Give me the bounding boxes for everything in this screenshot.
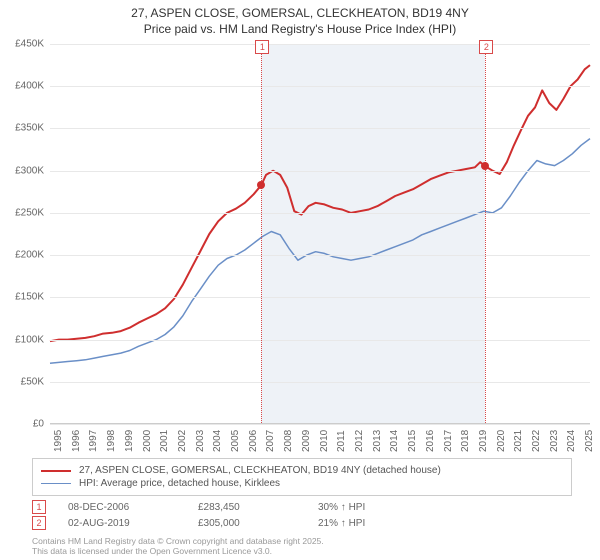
gridline-h: [50, 424, 590, 425]
events-row: 2 02-AUG-2019£305,00021% ↑ HPI: [32, 516, 572, 530]
xtick-label: 2016: [425, 430, 436, 452]
series-hpi: [50, 139, 590, 364]
xtick-label: 2002: [177, 430, 188, 452]
footer-line1: Contains HM Land Registry data © Crown c…: [32, 536, 324, 546]
xtick-label: 2011: [336, 430, 347, 452]
chart-area: £0£50K£100K£150K£200K£250K£300K£350K£400…: [50, 44, 590, 424]
event-badge: 2: [479, 40, 493, 54]
xtick-label: 1999: [124, 430, 135, 452]
events-badge: 1: [32, 500, 46, 514]
ytick-label: £350K: [0, 123, 44, 134]
footer: Contains HM Land Registry data © Crown c…: [32, 536, 324, 556]
gridline-h: [50, 171, 590, 172]
legend-swatch: [41, 470, 71, 472]
xtick-label: 2020: [496, 430, 507, 452]
ytick-label: £450K: [0, 39, 44, 50]
events-pct: 21% ↑ HPI: [318, 518, 438, 529]
xtick-label: 1995: [53, 430, 64, 452]
xtick-label: 2008: [283, 430, 294, 452]
xtick-label: 2025: [584, 430, 595, 452]
gridline-h: [50, 340, 590, 341]
ytick-label: £300K: [0, 165, 44, 176]
xtick-label: 2006: [248, 430, 259, 452]
xtick-label: 1997: [88, 430, 99, 452]
gridline-h: [50, 86, 590, 87]
events-badge: 2: [32, 516, 46, 530]
xtick-label: 2014: [389, 430, 400, 452]
gridline-h: [50, 297, 590, 298]
xtick-label: 2009: [301, 430, 312, 452]
gridline-h: [50, 255, 590, 256]
xtick-label: 2022: [531, 430, 542, 452]
xtick-label: 1996: [71, 430, 82, 452]
xtick-label: 2018: [460, 430, 471, 452]
chart-container: 27, ASPEN CLOSE, GOMERSAL, CLECKHEATON, …: [0, 0, 600, 560]
gridline-h: [50, 213, 590, 214]
ytick-label: £150K: [0, 292, 44, 303]
xtick-label: 2015: [407, 430, 418, 452]
xtick-label: 2004: [212, 430, 223, 452]
title-address: 27, ASPEN CLOSE, GOMERSAL, CLECKHEATON, …: [0, 6, 600, 22]
events-date: 08-DEC-2006: [68, 502, 198, 513]
gridline-h: [50, 382, 590, 383]
legend-box: 27, ASPEN CLOSE, GOMERSAL, CLECKHEATON, …: [32, 458, 572, 496]
events-date: 02-AUG-2019: [68, 518, 198, 529]
title-block: 27, ASPEN CLOSE, GOMERSAL, CLECKHEATON, …: [0, 0, 600, 37]
xtick-label: 2000: [142, 430, 153, 452]
event-dot: [257, 181, 265, 189]
ytick-label: £50K: [0, 376, 44, 387]
xtick-label: 2013: [372, 430, 383, 452]
legend-swatch: [41, 483, 71, 484]
events-price: £305,000: [198, 518, 318, 529]
xtick-label: 2021: [513, 430, 524, 452]
footer-line2: This data is licensed under the Open Gov…: [32, 546, 324, 556]
legend-label: 27, ASPEN CLOSE, GOMERSAL, CLECKHEATON, …: [79, 465, 441, 476]
ytick-label: £250K: [0, 207, 44, 218]
events-table: 1 08-DEC-2006£283,45030% ↑ HPI 2 02-AUG-201…: [32, 498, 572, 532]
gridline-h: [50, 128, 590, 129]
gridline-h: [50, 44, 590, 45]
xtick-label: 2003: [195, 430, 206, 452]
series-price_paid: [50, 65, 590, 341]
event-line: 1: [261, 44, 262, 423]
events-pct: 30% ↑ HPI: [318, 502, 438, 513]
chart-lines-svg: [50, 44, 590, 424]
xtick-label: 2019: [478, 430, 489, 452]
legend-label: HPI: Average price, detached house, Kirk…: [79, 478, 280, 489]
xtick-label: 2023: [549, 430, 560, 452]
event-badge: 1: [255, 40, 269, 54]
event-dot: [481, 162, 489, 170]
xtick-label: 1998: [106, 430, 117, 452]
xtick-label: 2001: [159, 430, 170, 452]
ytick-label: £400K: [0, 81, 44, 92]
xtick-label: 2005: [230, 430, 241, 452]
ytick-label: £100K: [0, 334, 44, 345]
event-line: 2: [485, 44, 486, 423]
xtick-label: 2007: [265, 430, 276, 452]
xtick-label: 2012: [354, 430, 365, 452]
ytick-label: £0: [0, 419, 44, 430]
events-price: £283,450: [198, 502, 318, 513]
legend-row: 27, ASPEN CLOSE, GOMERSAL, CLECKHEATON, …: [41, 465, 563, 476]
events-row: 1 08-DEC-2006£283,45030% ↑ HPI: [32, 500, 572, 514]
title-subtitle: Price paid vs. HM Land Registry's House …: [0, 22, 600, 38]
legend-row: HPI: Average price, detached house, Kirk…: [41, 478, 563, 489]
xtick-label: 2017: [443, 430, 454, 452]
ytick-label: £200K: [0, 250, 44, 261]
xtick-label: 2010: [319, 430, 330, 452]
xtick-label: 2024: [566, 430, 577, 452]
